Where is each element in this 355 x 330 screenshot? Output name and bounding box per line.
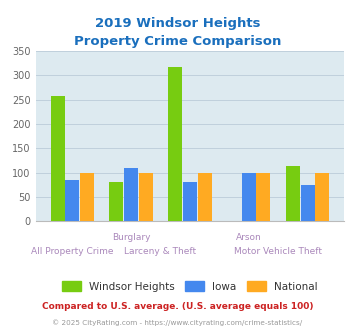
Bar	[168, 67, 182, 221]
Bar	[80, 173, 94, 221]
Text: All Property Crime: All Property Crime	[31, 247, 114, 256]
Bar	[198, 173, 212, 221]
Text: Arson: Arson	[236, 233, 262, 242]
Legend: Windsor Heights, Iowa, National: Windsor Heights, Iowa, National	[58, 277, 322, 296]
Text: Property Crime Comparison: Property Crime Comparison	[74, 35, 281, 48]
Bar	[50, 96, 65, 221]
Text: © 2025 CityRating.com - https://www.cityrating.com/crime-statistics/: © 2025 CityRating.com - https://www.city…	[53, 319, 302, 326]
Text: Larceny & Theft: Larceny & Theft	[125, 247, 197, 256]
Bar	[301, 185, 315, 221]
Bar	[183, 182, 197, 221]
Text: Burglary: Burglary	[112, 233, 151, 242]
Bar	[65, 180, 79, 221]
Bar	[124, 168, 138, 221]
Bar	[256, 173, 271, 221]
Bar	[242, 173, 256, 221]
Bar	[109, 182, 124, 221]
Bar	[315, 173, 329, 221]
Text: 2019 Windsor Heights: 2019 Windsor Heights	[95, 16, 260, 30]
Text: Motor Vehicle Theft: Motor Vehicle Theft	[234, 247, 322, 256]
Bar	[286, 166, 300, 221]
Bar	[139, 173, 153, 221]
Text: Compared to U.S. average. (U.S. average equals 100): Compared to U.S. average. (U.S. average …	[42, 302, 313, 311]
